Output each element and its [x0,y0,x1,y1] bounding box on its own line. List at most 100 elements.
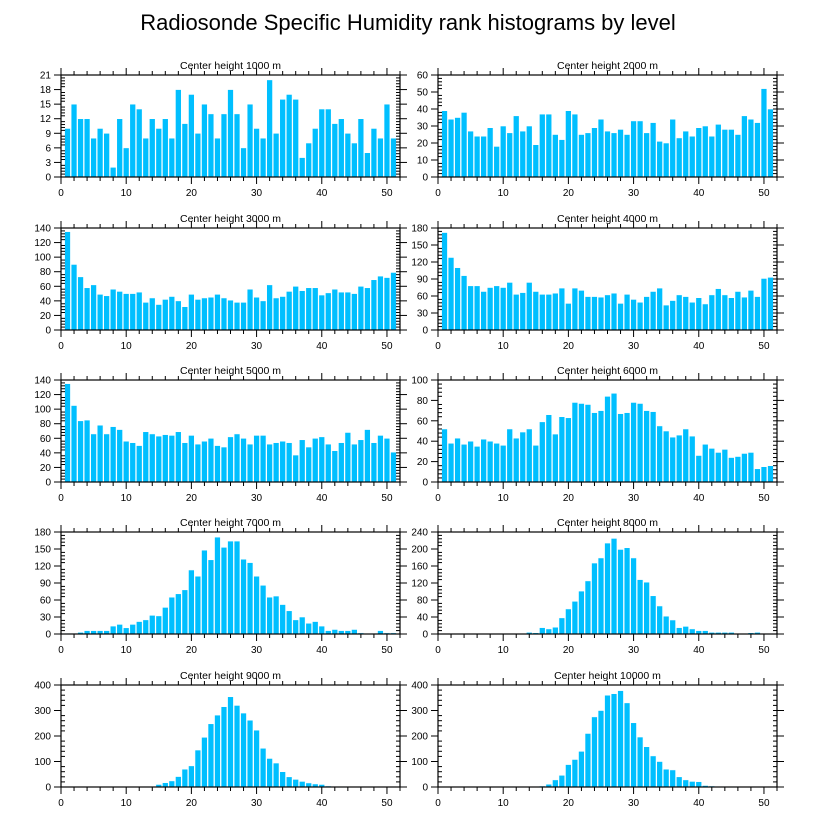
y-tick-label: 90 [40,579,52,590]
histogram-bar [240,712,247,788]
histogram-bar [617,690,624,788]
histogram-bar [597,410,605,483]
histogram-bar [344,132,352,178]
x-tick-label: 50 [381,341,393,352]
histogram-bar [201,440,208,483]
histogram-bar [233,705,241,788]
histogram-bar [129,442,136,483]
x-tick-label: 10 [121,798,133,809]
histogram-bar [656,141,663,178]
x-tick-label: 20 [563,798,575,809]
x-tick-label: 30 [251,798,263,809]
histogram-bar [584,733,592,788]
histogram-bar [338,442,345,483]
histogram-bar [377,137,384,178]
histogram-bar [325,292,332,331]
x-tick-label: 10 [498,798,510,809]
x-tick-label: 30 [251,645,263,656]
histogram-bar [122,440,130,483]
histogram-bar [285,94,293,178]
histogram-bar [506,428,513,483]
histogram-bar [364,429,371,483]
histogram-bar [669,118,676,178]
histogram-bar [272,442,280,483]
histogram-bar [168,435,176,483]
y-tick-label: 40 [417,105,429,116]
histogram-bar [181,123,189,178]
y-tick-label: 20 [417,457,429,468]
y-tick-label: 400 [411,681,428,692]
histogram-bar [519,292,526,331]
histogram-bar [552,779,559,788]
histogram-bar [441,428,448,483]
histogram-bar [318,625,326,635]
histogram-bar [135,621,143,635]
histogram-bar [70,264,78,331]
histogram-bar [558,774,566,788]
histogram-bar [767,465,774,483]
histogram-bar [325,443,332,483]
histogram-bar [441,232,448,331]
histogram-bar [610,292,618,331]
y-tick-label: 60 [417,416,429,427]
x-tick-label: 40 [316,493,328,504]
histogram-bar [747,452,755,483]
y-tick-label: 120 [34,390,51,401]
histogram-bar [767,108,774,178]
histogram-bar [305,287,312,331]
y-tick-label: 400 [34,681,51,692]
histogram-bar [669,300,676,331]
y-tick-label: 90 [417,275,429,286]
histogram-bar [656,605,663,635]
histogram-bar [617,129,624,178]
x-tick-label: 40 [316,188,328,199]
histogram-bar [351,629,358,635]
histogram-bar [272,297,280,331]
histogram-bar [227,540,234,635]
x-tick-label: 50 [381,645,393,656]
x-tick-label: 0 [58,645,64,656]
histogram-bar [689,435,696,483]
histogram-bar [643,746,650,788]
histogram-bar [175,593,182,635]
histogram-bar [116,429,123,483]
histogram-bar [486,440,494,483]
histogram-bar [636,403,644,483]
histogram-bar [227,299,234,331]
histogram-bar [597,710,605,788]
histogram-bar [181,306,189,331]
histogram-bar [565,303,572,331]
histogram-bar [584,404,592,483]
histogram-bar [390,451,397,483]
histogram-bar [64,383,71,483]
y-tick-label: 15 [40,100,52,111]
y-tick-label: 40 [40,296,52,307]
x-tick-label: 20 [563,645,575,656]
histogram-bar [526,282,533,331]
histogram-bar [285,776,293,788]
y-tick-label: 9 [45,129,51,140]
histogram-bar [220,113,228,178]
x-tick-label: 20 [186,493,198,504]
x-tick-label: 50 [758,493,770,504]
histogram-bar [220,446,228,483]
y-tick-label: 60 [40,596,52,607]
histogram-bar [135,445,143,483]
histogram-bar [370,128,378,178]
histogram-bar [351,443,358,483]
histogram-panel: Center height 5000 m 0 10 20 30 40 50 0 20 40 60 80… [34,365,407,504]
x-tick-label: 50 [381,493,393,504]
histogram-bar [715,124,722,178]
histogram-bar [240,558,247,635]
histogram-bar [122,147,130,178]
histogram-bar [532,144,540,178]
y-tick-label: 120 [411,258,428,269]
histogram-bar [636,736,644,788]
histogram-bar [499,444,507,483]
histogram-bar [591,716,598,788]
histogram-bar [636,301,644,331]
histogram-bar [578,590,585,635]
histogram-bar [506,282,513,331]
histogram-bar [383,437,391,483]
histogram-bar [617,413,624,483]
